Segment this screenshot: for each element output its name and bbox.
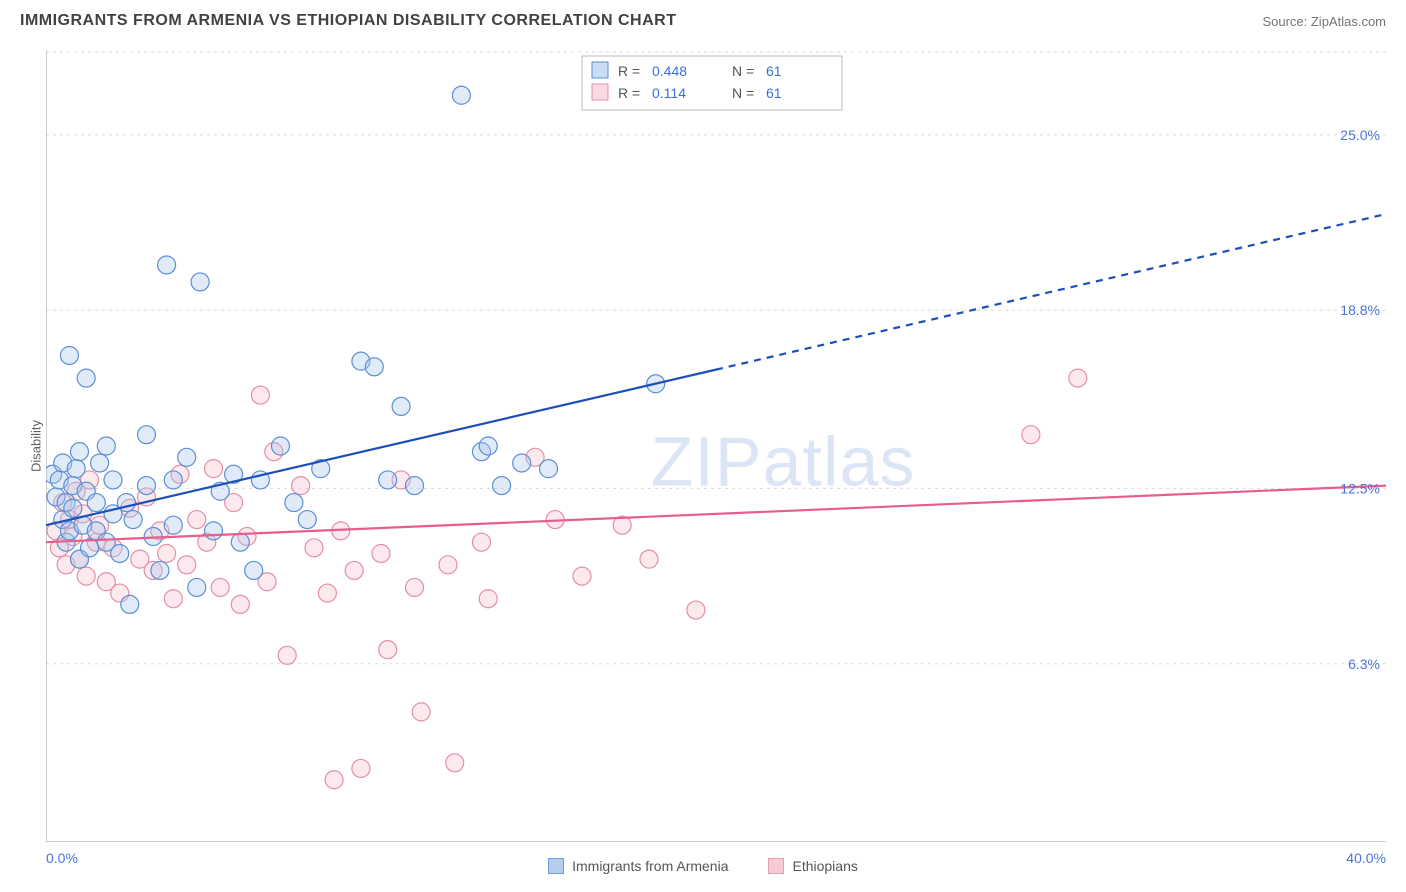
- legend-swatch-ethiopia: [768, 858, 784, 874]
- svg-text:ZIPatlas: ZIPatlas: [651, 423, 916, 501]
- svg-text:0.114: 0.114: [652, 85, 686, 101]
- svg-text:N =: N =: [732, 85, 754, 101]
- svg-text:12.5%: 12.5%: [1340, 480, 1380, 496]
- legend-swatch-armenia: [548, 858, 564, 874]
- chart-title: IMMIGRANTS FROM ARMENIA VS ETHIOPIAN DIS…: [20, 12, 677, 30]
- svg-text:18.8%: 18.8%: [1340, 302, 1380, 318]
- y-axis-label: Disability: [29, 420, 44, 472]
- legend-item-armenia: Immigrants from Armenia: [548, 858, 728, 874]
- bottom-legend: Immigrants from Armenia Ethiopians: [0, 858, 1406, 874]
- svg-text:N =: N =: [732, 63, 754, 79]
- svg-text:R =: R =: [618, 85, 640, 101]
- svg-text:61: 61: [766, 63, 782, 79]
- svg-text:R =: R =: [618, 63, 640, 79]
- legend-label-ethiopia: Ethiopians: [792, 858, 857, 874]
- svg-text:61: 61: [766, 85, 782, 101]
- svg-text:25.0%: 25.0%: [1340, 127, 1380, 143]
- legend-label-armenia: Immigrants from Armenia: [572, 858, 728, 874]
- chart-area: ZIPatlas 6.3% 12.5% 18.8% 25.0% R = 0.448 N = 61…: [46, 50, 1386, 842]
- svg-text:6.3%: 6.3%: [1348, 656, 1380, 672]
- legend-item-ethiopia: Ethiopians: [768, 858, 857, 874]
- scatter-plot: ZIPatlas 6.3% 12.5% 18.8% 25.0% R = 0.448 N = 61…: [46, 50, 1386, 842]
- svg-text:0.448: 0.448: [652, 63, 687, 79]
- source-label: Source: ZipAtlas.com: [1262, 14, 1386, 29]
